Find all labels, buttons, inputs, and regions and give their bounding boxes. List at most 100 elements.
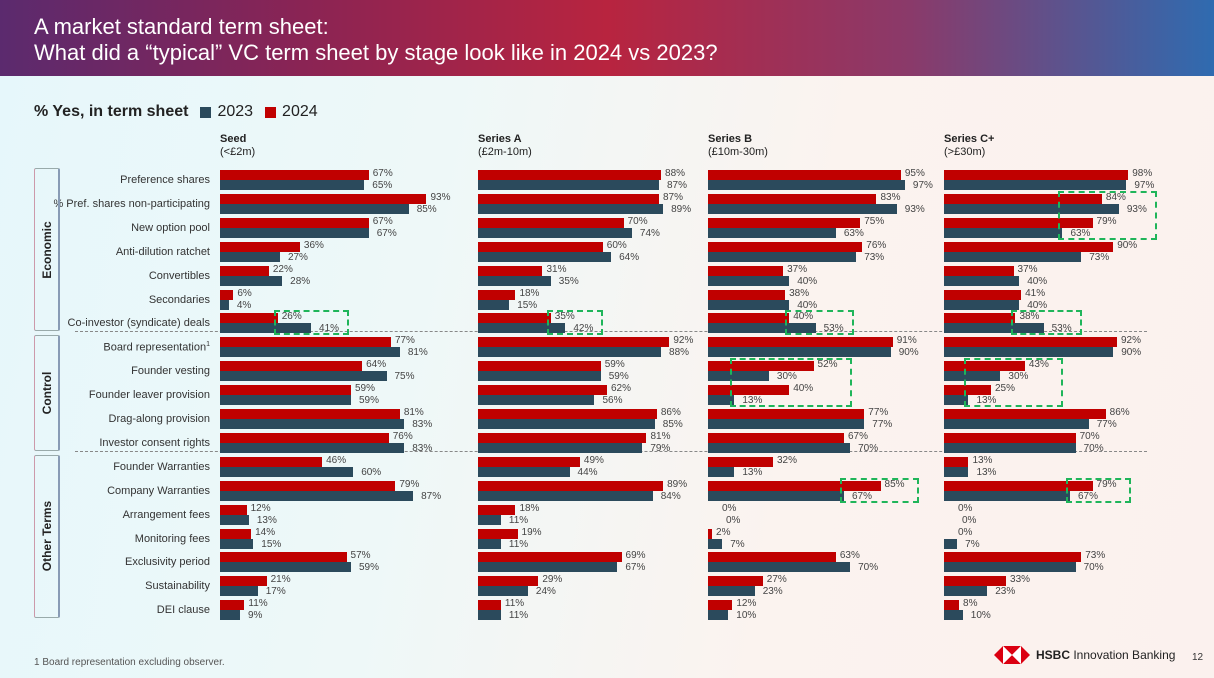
data-label-2023: 24% [535, 586, 556, 598]
data-label-2023: 97% [912, 180, 933, 191]
panel-subtitle: (£10m-30m) [708, 146, 768, 158]
bar-2023 [708, 251, 857, 262]
data-label-2023: 7% [730, 538, 745, 550]
data-label-2023: 77% [1096, 419, 1117, 430]
row-label: Sustainability [145, 580, 210, 593]
data-label-2024: 64% [366, 359, 387, 371]
data-label-2023: 83% [412, 442, 433, 454]
data-label-2024: 46% [326, 454, 347, 466]
data-label-2024: 18% [519, 287, 540, 299]
bar-2024 [478, 385, 607, 396]
legend: % Yes, in term sheet 2023 2024 [34, 103, 318, 121]
data-label-2024: 27% [766, 574, 787, 586]
data-label-2023: 59% [358, 395, 379, 407]
row-label: Preference shares [120, 174, 210, 186]
panel-header-1: Series A (£2m-10m) [478, 133, 532, 159]
data-label-2024: 26% [281, 311, 302, 323]
data-label-2024: 88% [665, 168, 686, 179]
data-label-2024: 79% [399, 478, 420, 490]
bar-2023 [944, 490, 1070, 501]
data-label-2023: 15% [517, 299, 538, 311]
bar-2024 [944, 337, 1117, 348]
highlight-box [730, 358, 852, 407]
data-label-2024: 98% [1132, 168, 1153, 179]
data-label-2023: 83% [412, 419, 433, 430]
bar-2023 [220, 347, 400, 358]
data-label-2023: 88% [669, 347, 690, 359]
data-label-2024: 0% [722, 502, 737, 514]
bar-2023 [220, 442, 405, 453]
row-label: Monitoring fees [134, 532, 210, 545]
data-label-2023: 28% [290, 275, 311, 287]
bar-2024 [478, 361, 601, 372]
bar-2023 [708, 419, 865, 429]
bar-2023 [944, 586, 988, 597]
bar-2024 [708, 313, 790, 324]
data-label-2024: 73% [1085, 550, 1106, 562]
data-label-2024: 25% [995, 383, 1016, 395]
bar-2024 [220, 361, 363, 372]
data-label-2024: 33% [1010, 574, 1031, 586]
data-label-2023: 13% [742, 395, 763, 407]
data-label-2023: 90% [898, 347, 919, 359]
data-label-2023: 59% [358, 562, 379, 574]
data-label-2024: 6% [237, 287, 252, 299]
page-title-line1: A market standard term sheet: [34, 14, 329, 39]
bar-2024 [478, 337, 670, 348]
data-label-2024: 36% [303, 239, 324, 251]
data-label-2024: 0% [958, 526, 973, 538]
data-label-2023: 23% [995, 586, 1016, 598]
data-label-2023: 41% [319, 323, 340, 335]
highlight-box [546, 310, 604, 336]
bar-2023 [708, 490, 844, 501]
section-economic: Economic [34, 168, 60, 332]
data-label-2023: 10% [970, 610, 991, 622]
legend-swatch-2023 [200, 106, 212, 118]
data-label-2024: 81% [650, 430, 671, 442]
bar-2023 [478, 299, 510, 310]
bar-2024 [220, 217, 369, 228]
bar-2024 [708, 576, 763, 587]
highlight-box [840, 477, 919, 503]
data-label-2024: 67% [372, 215, 393, 227]
bar-2023 [478, 371, 601, 382]
bar-2023 [478, 466, 570, 477]
bar-2023 [708, 347, 891, 358]
bar-2023 [944, 371, 1001, 382]
data-label-2024: 18% [519, 502, 540, 514]
bar-2024 [708, 600, 733, 611]
data-label-2023: 40% [1027, 299, 1048, 311]
bar-2023 [708, 323, 816, 334]
data-label-2024: 12% [250, 502, 271, 514]
bar-2024 [478, 576, 539, 587]
data-label-2024: 8% [963, 598, 978, 610]
data-label-2024: 11% [248, 598, 268, 610]
bar-2024 [944, 241, 1114, 252]
data-label-2024: 43% [1028, 359, 1049, 371]
row-label: Anti-dilution ratchet [115, 245, 210, 258]
bar-2023 [478, 180, 659, 190]
section-label: Economic [39, 220, 54, 279]
data-label-2024: 81% [403, 407, 424, 418]
bar-2023 [478, 323, 566, 334]
row-label: Founder leaver provision [88, 389, 210, 402]
bar-2023 [220, 466, 354, 477]
data-label-2024: 38% [789, 287, 810, 299]
bar-2023 [708, 610, 729, 621]
header-banner: A market standard term sheet: What did a… [0, 0, 1214, 76]
bar-2023 [944, 395, 969, 406]
bar-2024 [220, 576, 267, 587]
bar-2023 [708, 227, 836, 238]
data-label-2023: 35% [558, 275, 579, 287]
highlight-box [1011, 310, 1082, 336]
data-label-2024: 90% [1117, 239, 1138, 251]
bar-2023 [478, 562, 618, 573]
bar-2023 [478, 514, 501, 525]
panel-title: Series B [708, 133, 753, 145]
panel-header-3: Series C+ (>£30m) [944, 133, 994, 159]
bar-2024 [708, 217, 861, 228]
bar-2023 [944, 203, 1119, 214]
data-label-2023: 75% [394, 371, 415, 383]
highlight-box [1065, 477, 1131, 503]
data-label-2024: 87% [662, 191, 683, 203]
